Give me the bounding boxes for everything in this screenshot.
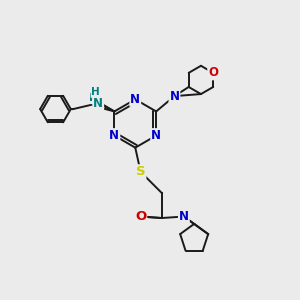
Text: N: N [151, 129, 161, 142]
Text: S: S [136, 165, 146, 178]
Text: N: N [93, 97, 103, 110]
Text: O: O [208, 66, 218, 80]
Text: H: H [92, 87, 100, 97]
Text: H: H [88, 93, 98, 103]
Text: N: N [110, 129, 119, 142]
Text: N: N [130, 93, 140, 106]
Text: O: O [135, 210, 146, 223]
Text: N: N [179, 210, 189, 223]
Text: N: N [169, 90, 179, 103]
